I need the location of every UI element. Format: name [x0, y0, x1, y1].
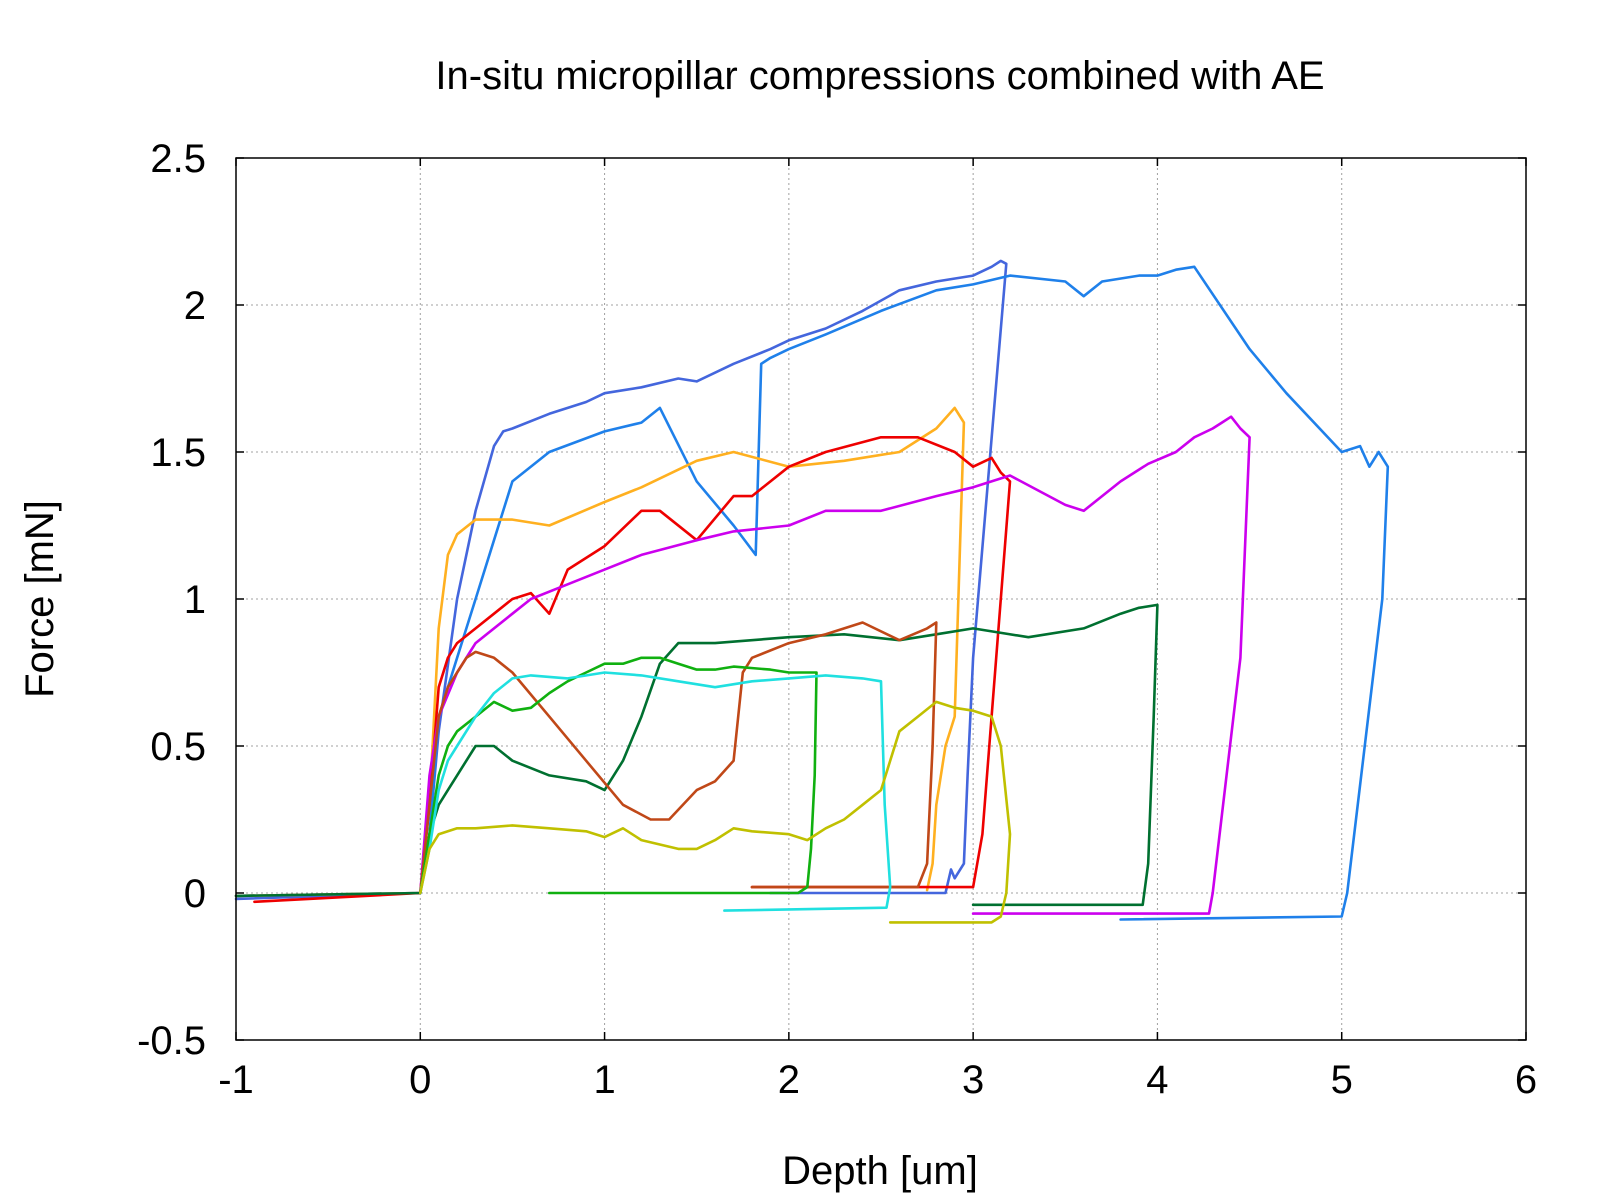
y-tick-label: 0: [184, 872, 206, 916]
series-line-royal-blue: [234, 259, 1008, 901]
series-line-green: [419, 656, 818, 895]
series-line-brown: [419, 621, 938, 895]
chart-title: In-situ micropillar compressions combine…: [435, 54, 1324, 98]
tick-layer: -1 0 1 2 3 4 5 6 -0.5 0 0.5 1 1.5 2 2.5: [137, 137, 1537, 1102]
series-line-red: [253, 436, 1012, 904]
x-tick-label: 4: [1146, 1058, 1168, 1102]
y-tick-label: 2: [184, 284, 206, 328]
series-line-cyan: [419, 671, 892, 912]
x-tick-label: 0: [409, 1058, 431, 1102]
x-tick-label: 3: [962, 1058, 984, 1102]
y-tick-label: 0.5: [150, 725, 206, 769]
y-tick-label: -0.5: [137, 1019, 206, 1063]
series-line-violet: [419, 415, 1251, 915]
x-tick-label: 6: [1515, 1058, 1537, 1102]
x-tick-label: 2: [778, 1058, 800, 1102]
series-line-azure: [234, 265, 1390, 921]
series-line-olive: [419, 700, 1012, 924]
y-tick-label: 1: [184, 578, 206, 622]
series-layer: [234, 259, 1390, 924]
series-line-orange: [234, 406, 966, 898]
grid-layer: [236, 158, 1526, 1040]
x-tick-label: 5: [1331, 1058, 1353, 1102]
x-tick-label: -1: [218, 1058, 254, 1102]
x-axis-label: Depth [um]: [782, 1149, 978, 1193]
x-tick-label: 1: [593, 1058, 615, 1102]
y-axis-label: Force [mN]: [18, 500, 62, 698]
y-tick-label: 2.5: [150, 137, 206, 181]
series-line-dark-green: [234, 603, 1159, 907]
y-tick-label: 1.5: [150, 431, 206, 475]
